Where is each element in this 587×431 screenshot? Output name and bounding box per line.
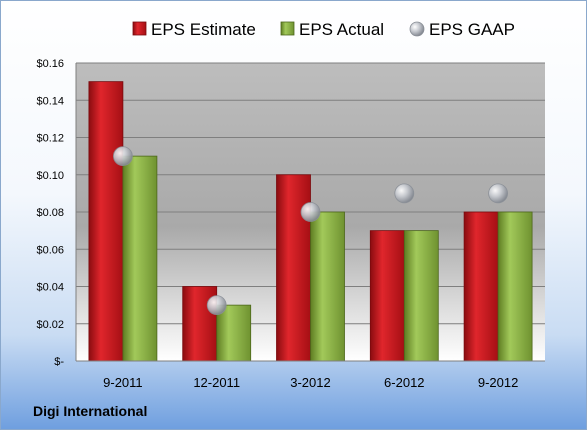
gaap-marker: [394, 183, 415, 204]
x-tick-label: 6-2012: [384, 375, 424, 390]
y-tick-label: $0.10: [36, 170, 64, 182]
actual-bar: [310, 211, 345, 362]
estimate-bar: [369, 230, 405, 362]
legend-gaap: EPS GAAP: [409, 20, 515, 39]
y-tick-label: $0.16: [36, 58, 64, 70]
legend-actual-swatch: [280, 21, 295, 36]
y-tick-label: $-: [54, 356, 64, 368]
gaap-marker: [300, 202, 321, 222]
y-tick-label: $0.12: [36, 133, 64, 145]
company-label: Digi International: [33, 403, 148, 419]
y-tick-label: $0.14: [36, 95, 64, 107]
gaap-marker: [113, 146, 133, 167]
y-tick-label: $0.04: [36, 282, 64, 294]
legend-gaap-label: EPS GAAP: [429, 20, 515, 39]
y-tick-label: $0.06: [36, 244, 64, 256]
legend-estimate-swatch: [132, 21, 147, 36]
legend-actual: EPS Actual: [280, 20, 384, 39]
x-tick-label: 9-2012: [478, 375, 518, 390]
y-tick-label: $0.02: [36, 319, 64, 331]
gaap-marker: [206, 295, 227, 316]
x-tick-label: 12-2011: [193, 375, 240, 390]
estimate-bar: [276, 174, 311, 362]
legend-actual-label: EPS Actual: [299, 20, 384, 39]
actual-bar: [497, 211, 533, 362]
x-tick-label: 9-2011: [103, 375, 143, 390]
legend-estimate: EPS Estimate: [132, 20, 256, 39]
legend-gaap-swatch: [409, 21, 425, 37]
estimate-bar: [463, 211, 499, 362]
legend-estimate-label: EPS Estimate: [151, 20, 256, 39]
actual-bar: [122, 155, 158, 362]
x-tick-label: 3-2012: [290, 375, 330, 390]
gaap-marker: [488, 183, 509, 204]
actual-bar: [403, 230, 439, 362]
estimate-bar: [88, 81, 124, 362]
y-tick-label: $0.08: [36, 207, 64, 219]
